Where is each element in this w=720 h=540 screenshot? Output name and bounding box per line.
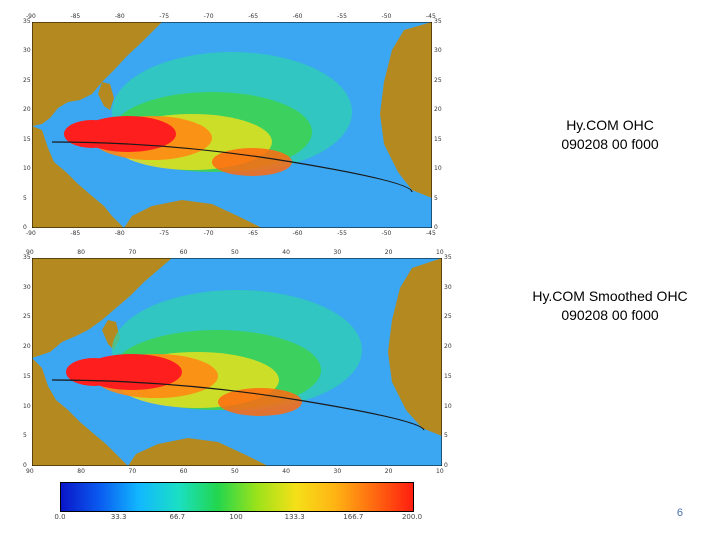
axis-tick-label: -70: [203, 230, 214, 237]
axis-tick-label: 20: [384, 249, 393, 256]
caption-panel-2: Hy.COM Smoothed OHC 090208 00 f000: [495, 287, 720, 325]
axis-tick-label: 70: [128, 468, 137, 475]
caption-panel-1: Hy.COM OHC 090208 00 f000: [495, 116, 720, 154]
axis-tick-label: 20: [23, 106, 31, 114]
axis-tick-label: -50: [381, 230, 392, 237]
axis-tick-label: 0: [23, 224, 27, 231]
axis-tick-label: 25: [434, 76, 442, 84]
caption-panel-1-date: 090208 00 f000: [561, 136, 659, 152]
axis-tick-label: -90: [26, 230, 36, 237]
axis-tick-label: 70: [128, 249, 137, 256]
ohc-map-image-2: [32, 258, 442, 466]
axis-tick-label: -45: [426, 230, 436, 237]
axis-tick-label: 0: [23, 462, 27, 469]
axis-tick-label: -80: [114, 13, 125, 20]
ohc-map-image-1: [32, 22, 432, 228]
axis-tick-label: -75: [159, 230, 170, 237]
axis-tick-label: 0: [434, 224, 438, 231]
axis-tick-label: 20: [444, 343, 452, 351]
axis-tick-label: 90: [26, 468, 34, 475]
axis-tick-label: -45: [426, 13, 436, 20]
axis-tick-label: 5: [23, 432, 27, 440]
axis-tick-label: 15: [23, 135, 31, 143]
page-number: 6: [676, 507, 683, 519]
axis-tick-label: 10: [434, 165, 442, 173]
axis-tick-label: -65: [248, 13, 259, 20]
axis-tick-label: 30: [23, 47, 31, 55]
axis-tick-label: -65: [248, 230, 259, 237]
axis-tick-label: -85: [70, 230, 81, 237]
axis-tick-label: 20: [384, 468, 393, 475]
axis-tick-label: 35: [23, 254, 31, 261]
axis-tick-label: 5: [23, 194, 27, 202]
axis-tick-label: 5: [434, 194, 438, 202]
ohc-colorbar: [60, 482, 414, 512]
axis-tick-label: 10: [436, 249, 444, 256]
caption-panel-2-date: 090208 00 f000: [561, 307, 659, 323]
axis-tick-label: 50: [231, 468, 239, 475]
axis-tick-label: 25: [23, 313, 31, 321]
axis-tick-label: 40: [282, 249, 290, 256]
axis-tick-label: 20: [434, 106, 442, 114]
axis-tick-label: 30: [333, 249, 342, 256]
axis-tick-label: -60: [292, 13, 303, 20]
caption-panel-2-title: Hy.COM Smoothed OHC: [532, 288, 688, 304]
axis-tick-label: 40: [282, 468, 290, 475]
axis-tick-label: 60: [179, 468, 188, 475]
caption-panel-1-title: Hy.COM OHC: [566, 117, 654, 133]
axis-tick-label: 10: [23, 402, 31, 410]
axis-tick-label: 30: [333, 468, 342, 475]
axis-tick-label: 50: [231, 249, 239, 256]
axis-tick-label: 25: [444, 313, 452, 321]
axis-tick-label: 25: [23, 76, 31, 84]
axis-tick-label: -50: [381, 13, 392, 20]
axis-tick-label: 15: [434, 135, 442, 143]
colorbar-tick: 0.0: [54, 513, 66, 521]
axis-tick-label: -75: [159, 13, 170, 20]
axis-tick-label: 35: [434, 18, 442, 25]
ohc-colorbar-ticks: 0.0 33.3 66.7 100 133.3 166.7 200.0: [54, 513, 422, 523]
axis-tick-label: 60: [179, 249, 188, 256]
axis-tick-label: 30: [23, 283, 31, 291]
axis-tick-label: 15: [23, 372, 31, 380]
axis-tick-label: 0: [444, 462, 448, 469]
ohc-map-panel-1: -90 -85 -80 -75 -70 -65 -60 -55 -50 -45 -90 -85 -80…: [22, 12, 444, 237]
axis-tick-label: -85: [70, 13, 81, 20]
colorbar-tick: 66.7: [169, 513, 186, 521]
axis-tick-label: 10: [444, 402, 452, 410]
axis-tick-label: 10: [23, 165, 31, 173]
axis-tick-label: 80: [77, 468, 85, 475]
ohc-map-panel-2: 90 80 70 60 50 40 30 20 10 90 80 70 60 50 40 30 20 10 35…: [22, 248, 452, 478]
axis-tick-label: -60: [292, 230, 303, 237]
axis-tick-label: -70: [203, 13, 214, 20]
axis-tick-label: 10: [436, 468, 444, 475]
axis-tick-label: -55: [337, 13, 347, 20]
colorbar-tick: 33.3: [110, 513, 127, 521]
axis-tick-label: 30: [434, 47, 442, 55]
axis-tick-label: 90: [26, 249, 34, 256]
colorbar-tick: 133.3: [284, 513, 305, 521]
colorbar-tick: 166.7: [343, 513, 364, 521]
axis-tick-label: 35: [444, 254, 452, 261]
axis-tick-label: 20: [23, 343, 31, 351]
axis-tick-label: -80: [114, 230, 125, 237]
axis-tick-label: 5: [444, 432, 448, 440]
axis-tick-label: -55: [337, 230, 347, 237]
colorbar-tick: 200.0: [401, 513, 423, 521]
colorbar-tick: 100: [229, 513, 243, 521]
axis-tick-label: 15: [444, 372, 452, 380]
axis-tick-label: 35: [23, 18, 31, 25]
axis-tick-label: -90: [26, 13, 36, 20]
axis-tick-label: 80: [77, 249, 85, 256]
axis-tick-label: 30: [444, 283, 452, 291]
